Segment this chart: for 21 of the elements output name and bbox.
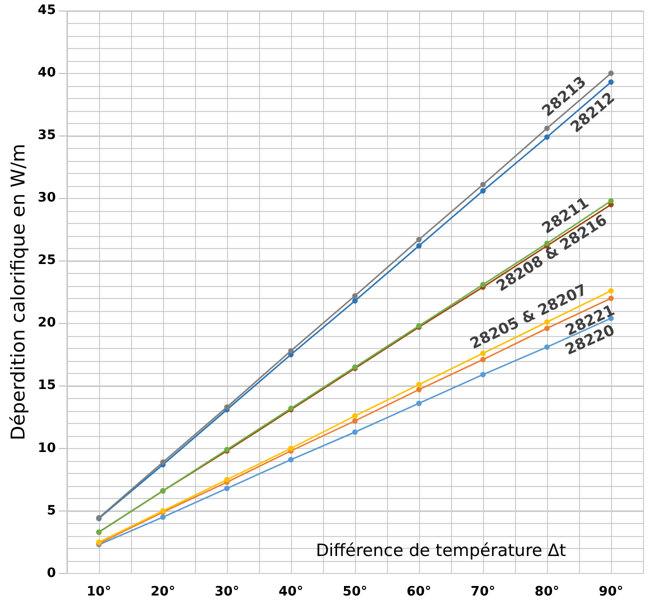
y-tick-label: 15 <box>38 378 56 394</box>
x-tick-label: 50° <box>342 584 368 600</box>
y-tick-label: 5 <box>46 503 56 518</box>
y-axis-title: Déperdition calorifique en W/m <box>7 144 30 440</box>
y-tick-label: 10 <box>38 440 56 456</box>
y-tick-label: 45 <box>38 3 56 18</box>
y-tick-label: 40 <box>38 66 56 81</box>
y-tick-label: 0 <box>46 566 56 581</box>
x-tick-label: 40° <box>278 584 304 600</box>
x-tick-label: 90° <box>598 584 624 600</box>
x-tick-label: 10° <box>86 584 112 600</box>
y-tick-label: 35 <box>38 128 56 144</box>
x-tick-label: 30° <box>214 584 240 600</box>
y-tick-label: 20 <box>38 316 56 331</box>
y-tick-label: 25 <box>38 253 56 268</box>
x-axis-title: Différence de température Δt <box>316 540 566 561</box>
x-tick-label: 60° <box>406 584 432 600</box>
x-tick-label: 70° <box>470 584 496 600</box>
y-tick-label: 30 <box>38 190 56 206</box>
x-tick-label: 20° <box>150 584 176 600</box>
x-tick-label: 80° <box>534 584 560 600</box>
